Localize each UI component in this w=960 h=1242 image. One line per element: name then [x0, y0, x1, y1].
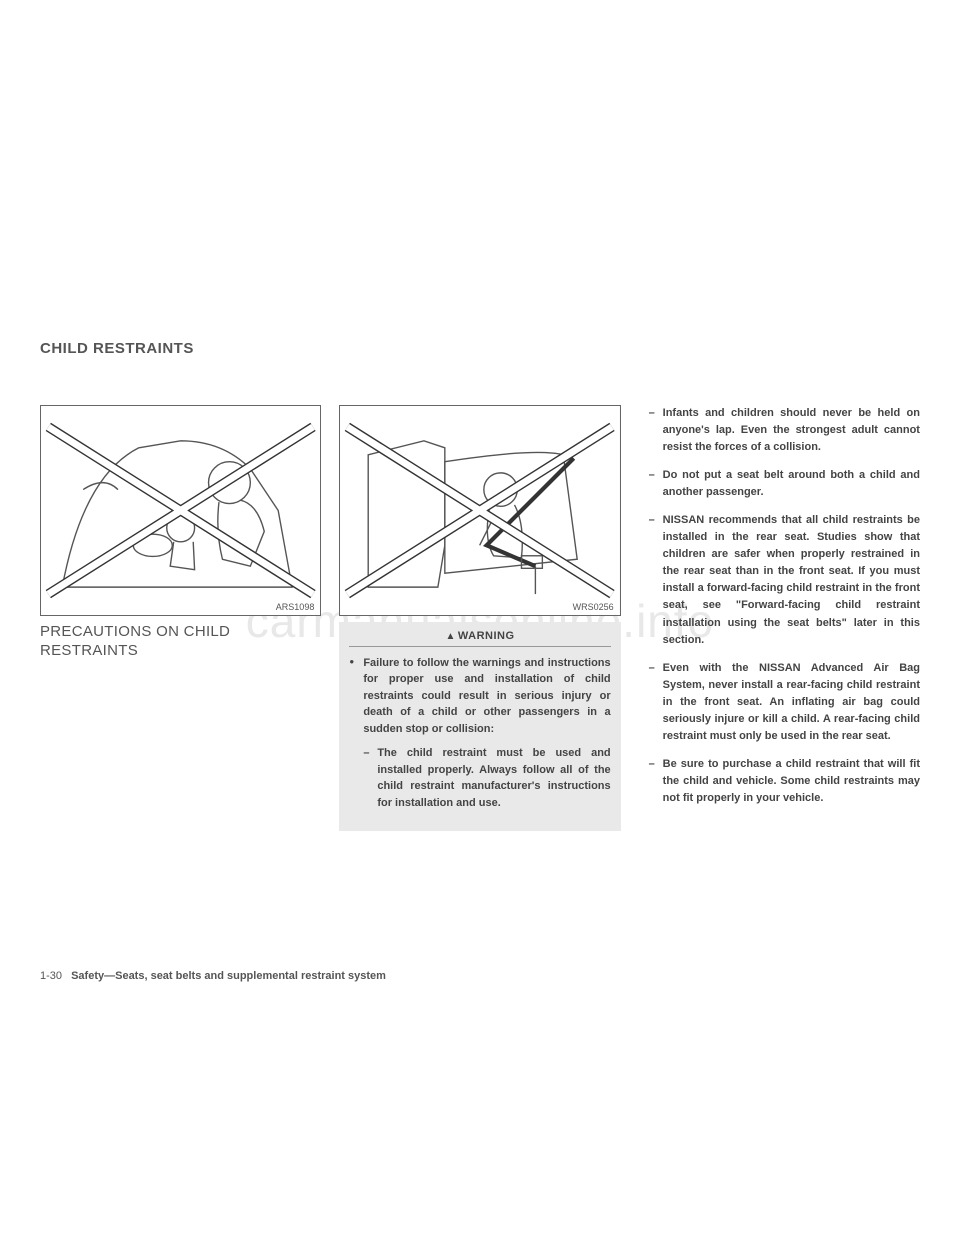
subheading: PRECAUTIONS ON CHILD RESTRAINTS — [40, 622, 321, 661]
section-title: CHILD RESTRAINTS — [40, 340, 920, 357]
list-item: Do not put a seat belt around both a chi… — [639, 467, 920, 501]
warning-header: ▲WARNING — [349, 630, 610, 647]
warning-subitem: The child restraint must be used and ins… — [363, 745, 610, 811]
illustration-front-seat-child-crossed — [340, 406, 619, 615]
footer-section-name: Safety—Seats, seat belts and supplementa… — [71, 970, 386, 982]
page-content: CHILD RESTRAINTS ARS — [40, 340, 920, 831]
column-2: WRS0256 ▲WARNING Failure to follow the w… — [339, 405, 620, 831]
figure-2-id: WRS0256 — [573, 602, 614, 612]
warning-icon: ▲ — [445, 631, 455, 642]
page-number: 1-30 — [40, 970, 62, 982]
warning-sublist: The child restraint must be used and ins… — [363, 745, 610, 811]
illustration-lap-child-crossed — [41, 406, 320, 615]
figure-1: ARS1098 — [40, 405, 321, 616]
warning-bullet: Failure to follow the warnings and instr… — [349, 655, 610, 812]
list-item: NISSAN recommends that all child restrai… — [639, 512, 920, 648]
warning-intro-text: Failure to follow the warnings and instr… — [363, 657, 610, 735]
list-item: Be sure to purchase a child restraint th… — [639, 756, 920, 807]
warning-list: Failure to follow the warnings and instr… — [349, 655, 610, 812]
column-3: Infants and children should never be hel… — [639, 405, 920, 831]
column-1: ARS1098 PRECAUTIONS ON CHILD RESTRAINTS — [40, 405, 321, 831]
list-item: Infants and children should never be hel… — [639, 405, 920, 456]
page-footer: 1-30 Safety—Seats, seat belts and supple… — [40, 970, 386, 982]
warning-box: ▲WARNING Failure to follow the warnings … — [339, 622, 620, 832]
warning-label: WARNING — [458, 630, 515, 642]
three-column-layout: ARS1098 PRECAUTIONS ON CHILD RESTRAINTS — [40, 405, 920, 831]
figure-1-id: ARS1098 — [276, 602, 315, 612]
list-item: Even with the NISSAN Advanced Air Bag Sy… — [639, 660, 920, 745]
continuation-list: Infants and children should never be hel… — [639, 405, 920, 807]
figure-2: WRS0256 — [339, 405, 620, 616]
